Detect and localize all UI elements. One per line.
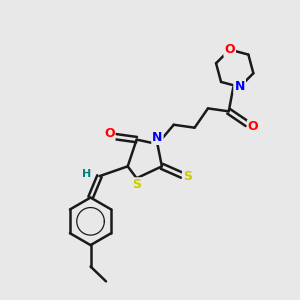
Text: O: O <box>248 120 258 133</box>
Text: O: O <box>104 127 115 140</box>
Text: S: S <box>183 170 192 183</box>
Text: S: S <box>132 178 141 191</box>
Text: H: H <box>82 169 91 179</box>
Text: N: N <box>235 80 245 93</box>
Text: N: N <box>235 80 245 93</box>
Text: N: N <box>152 131 163 144</box>
Text: O: O <box>224 43 235 56</box>
